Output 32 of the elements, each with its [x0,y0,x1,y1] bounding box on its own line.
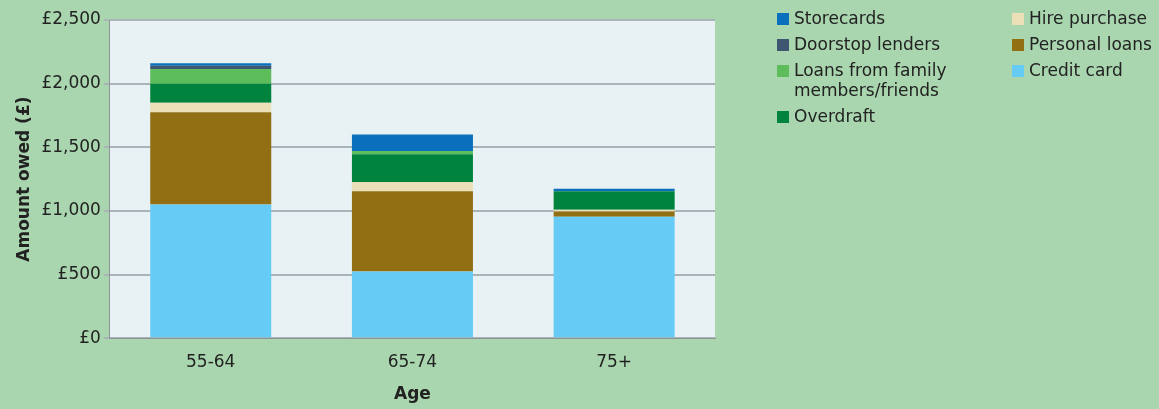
bar [553,191,675,210]
bar [351,182,473,192]
bar [351,271,473,338]
y-tick-label: £2,500 [41,8,101,29]
bar [351,134,473,152]
y-tick-label: £0 [79,326,101,347]
bar [150,102,272,113]
bar [351,151,473,155]
legend-label: Loans from family members/friends [794,60,948,100]
legend-label: Storecards [794,8,886,28]
bar [150,83,272,103]
x-axis-title: Age [394,383,431,404]
bar [553,211,675,217]
y-axis-title: Amount owed (£) [12,96,33,262]
x-tick-label: 55-64 [186,350,236,371]
y-tick-label: £500 [57,262,101,283]
bar [351,154,473,183]
legend-label: Personal loans [1029,34,1152,54]
bar [351,191,473,272]
legend-label: Overdraft [794,106,876,126]
bar [150,204,272,338]
legend-label: Credit card [1029,60,1123,80]
y-tick-label: £1,500 [41,135,101,156]
bar [553,216,675,338]
bar [150,69,272,84]
legend-label: Doorstop lenders [794,34,941,54]
x-tick-label: 65-74 [387,350,438,371]
y-tick-label: £1,000 [41,199,101,220]
legend-label: Hire purchase [1029,8,1148,28]
x-tick-label: 75+ [596,350,633,371]
y-tick-label: £2,000 [41,72,101,93]
bar [150,112,272,205]
